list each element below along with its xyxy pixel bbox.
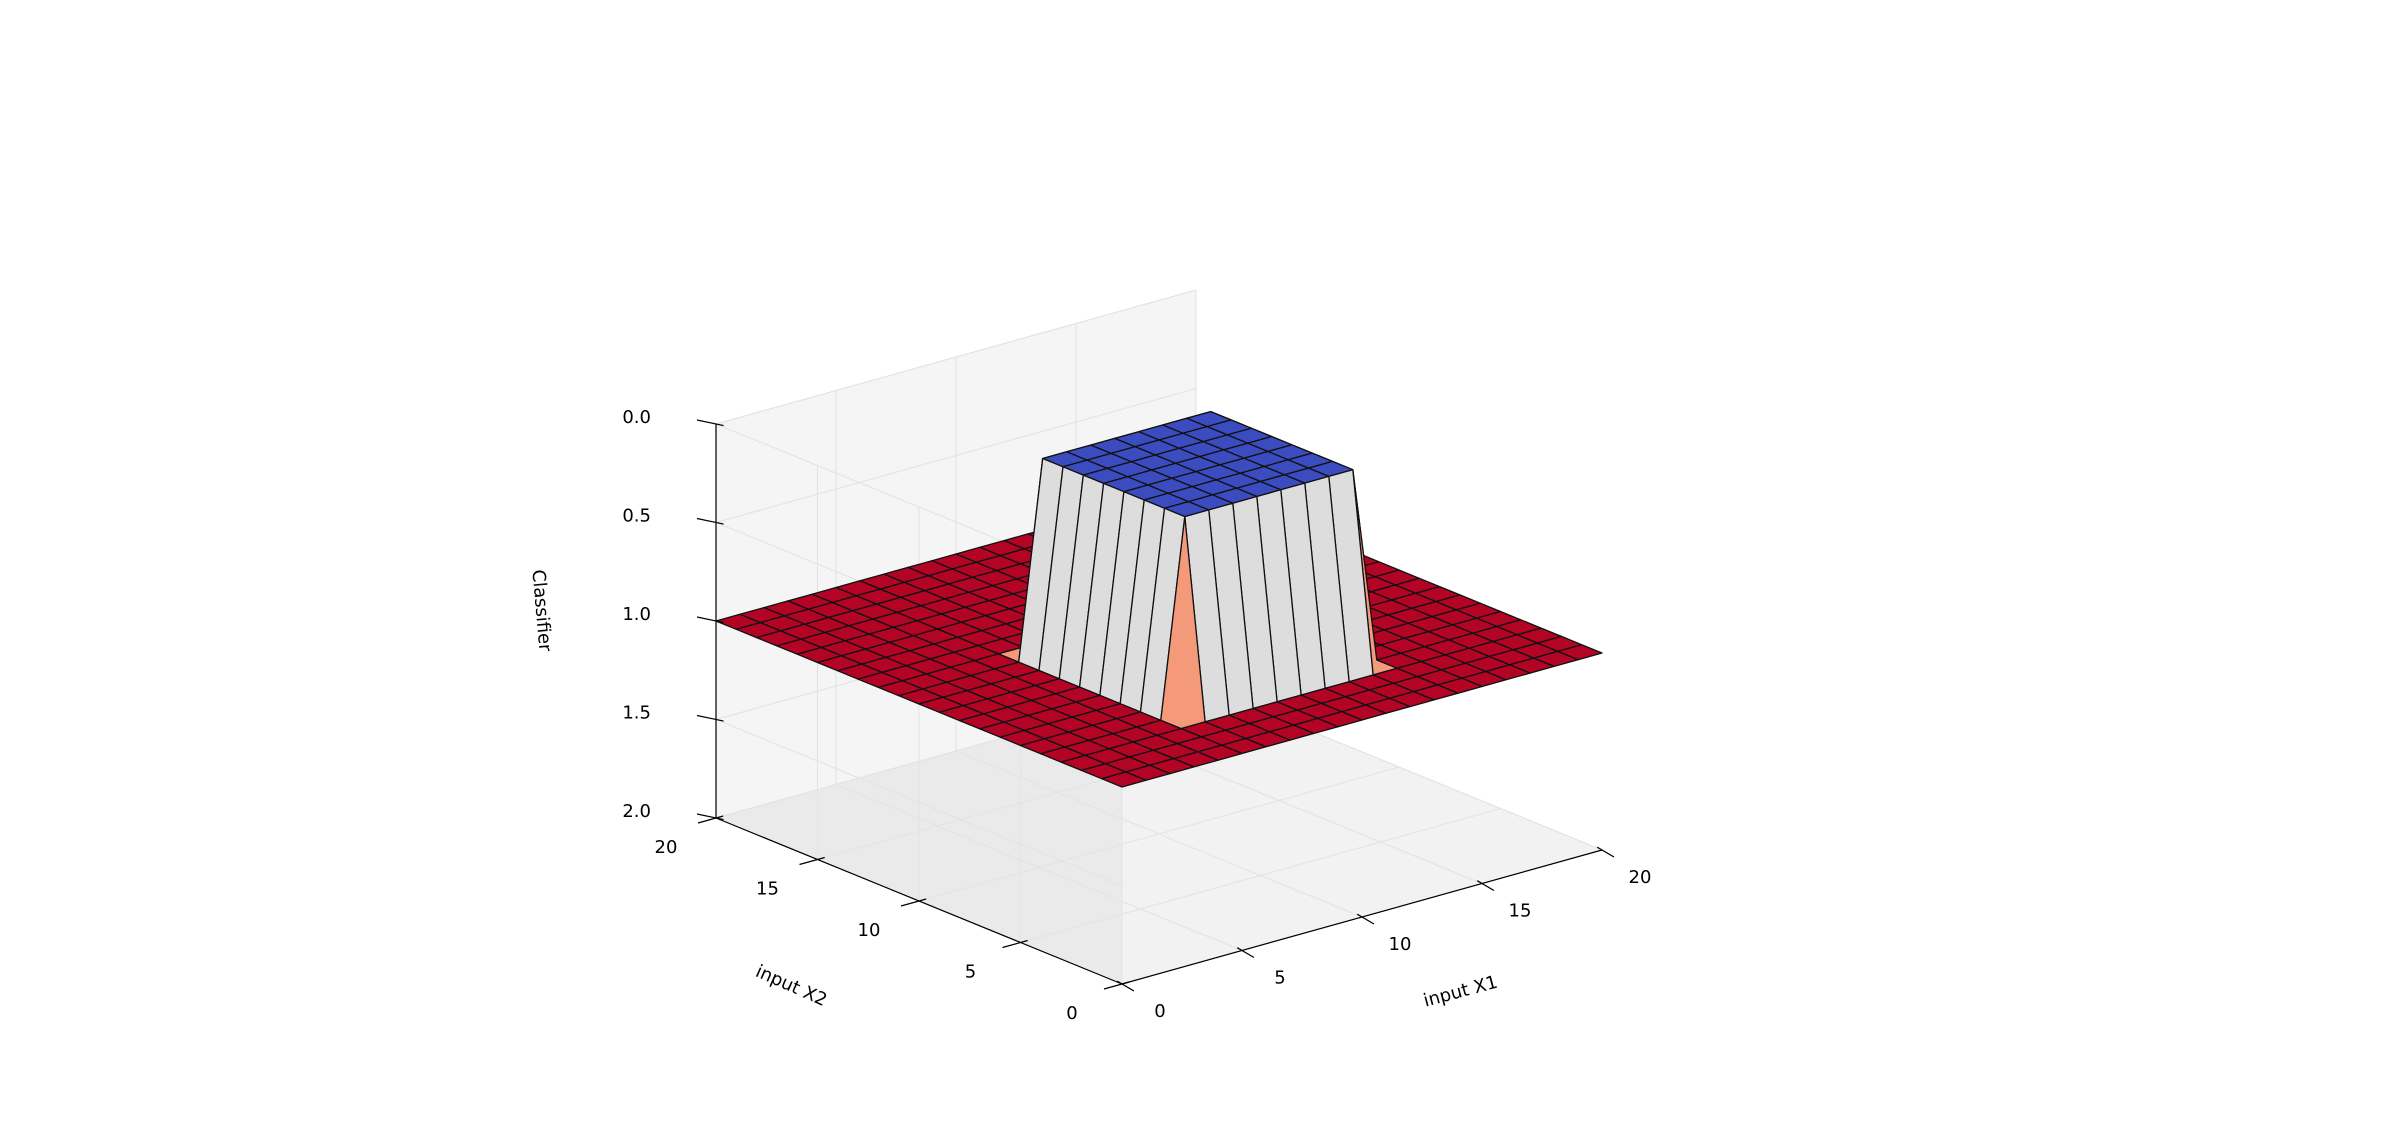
- z-tick-mark: [696, 813, 724, 821]
- x2-tick-label: 10: [858, 920, 881, 941]
- x1-tick-mark: [1476, 880, 1495, 892]
- x1-tick-label: 15: [1509, 901, 1532, 922]
- z-tick-mark: [696, 517, 724, 525]
- x1-tick-mark: [1596, 846, 1615, 858]
- surface-face: [1101, 771, 1147, 788]
- x2-tick-label: 0: [1066, 1003, 1077, 1024]
- x2-tick-mark: [697, 815, 724, 824]
- x1-tick-mark: [1116, 980, 1135, 992]
- x2-tick-label: 15: [756, 879, 779, 900]
- x2-axis-label: input X2: [752, 961, 830, 1011]
- x1-axis-label: input X1: [1421, 972, 1500, 1012]
- x1-tick-label: 10: [1389, 934, 1412, 955]
- z-tick-label: 0.0: [622, 407, 651, 428]
- x2-tick-label: 5: [965, 962, 976, 983]
- x2-tick-mark: [1002, 939, 1028, 949]
- x1-tick-label: 20: [1629, 867, 1652, 888]
- x2-tick-mark: [900, 898, 927, 907]
- x1-tick-mark: [1236, 947, 1255, 959]
- z-tick-label: 1.0: [622, 604, 651, 625]
- x2-tick-label: 20: [655, 837, 678, 858]
- z-axis-label: Classifier: [527, 569, 555, 653]
- grid-line: [918, 766, 1400, 902]
- x2-tick-mark: [1103, 981, 1130, 990]
- axes-lines: [696, 419, 1615, 992]
- z-tick-label: 2.0: [622, 801, 651, 822]
- x1-tick-label: 0: [1154, 1001, 1165, 1022]
- z-tick-label: 1.5: [622, 703, 651, 724]
- z-tick-mark: [696, 616, 724, 624]
- x2-tick-mark: [799, 856, 825, 866]
- x1-tick-label: 5: [1274, 968, 1285, 989]
- z-tick-mark: [696, 419, 724, 427]
- surface-mesh: [715, 410, 1603, 788]
- x1-tick-mark: [1356, 913, 1375, 925]
- z-tick-mark: [696, 714, 724, 722]
- z-tick-label: 0.5: [622, 506, 651, 527]
